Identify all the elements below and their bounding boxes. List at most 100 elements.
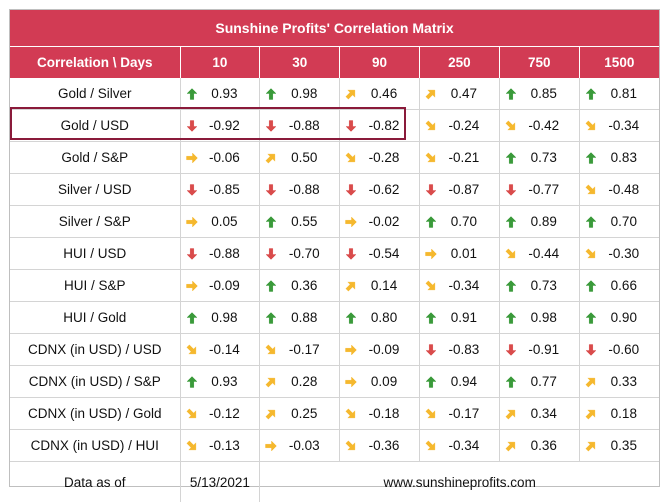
up-arrow-icon (585, 216, 597, 228)
correlation-cell: -0.36 (340, 430, 420, 462)
correlation-cell: 0.70 (419, 206, 499, 238)
correlation-value: -0.82 (357, 118, 419, 133)
correlation-value: 0.36 (277, 278, 339, 293)
row-label: CDNX (in USD) / Gold (10, 398, 180, 430)
correlation-cell: -0.13 (180, 430, 260, 462)
down-right-arrow-icon (585, 120, 597, 132)
correlation-cell: -0.48 (579, 174, 659, 206)
up-arrow-icon (425, 376, 437, 388)
down-right-arrow-icon (505, 120, 517, 132)
correlation-cell: 0.09 (340, 366, 420, 398)
correlation-value: -0.91 (517, 342, 579, 357)
correlation-cell: -0.30 (579, 238, 659, 270)
down-arrow-icon (265, 248, 277, 260)
right-arrow-icon (345, 376, 357, 388)
table-row: Gold / USD-0.92-0.88-0.82-0.24-0.42-0.34 (10, 110, 659, 142)
up-right-arrow-icon (265, 376, 277, 388)
correlation-value: -0.09 (357, 342, 419, 357)
header-days-250: 250 (419, 47, 499, 78)
correlation-value: -0.13 (198, 438, 260, 453)
correlation-cell: 0.05 (180, 206, 260, 238)
correlation-value: -0.85 (198, 182, 260, 197)
down-right-arrow-icon (345, 440, 357, 452)
up-arrow-icon (265, 88, 277, 100)
down-arrow-icon (585, 344, 597, 356)
correlation-cell: 0.36 (499, 430, 579, 462)
correlation-value: -0.77 (517, 182, 579, 197)
up-right-arrow-icon (345, 280, 357, 292)
correlation-value: 0.98 (277, 86, 339, 101)
correlation-value: -0.48 (597, 182, 659, 197)
correlation-value: 0.47 (437, 86, 499, 101)
correlation-cell: 0.89 (499, 206, 579, 238)
down-arrow-icon (265, 184, 277, 196)
correlation-cell: 0.33 (579, 366, 659, 398)
row-label: CDNX (in USD) / HUI (10, 430, 180, 462)
correlation-cell: -0.21 (419, 142, 499, 174)
correlation-cell: 0.73 (499, 270, 579, 302)
up-arrow-icon (186, 376, 198, 388)
row-label: CDNX (in USD) / USD (10, 334, 180, 366)
correlation-cell: 0.91 (419, 302, 499, 334)
up-right-arrow-icon (585, 376, 597, 388)
correlation-value: -0.70 (277, 246, 339, 261)
table-row: CDNX (in USD) / USD-0.14-0.17-0.09-0.83-… (10, 334, 659, 366)
correlation-cell: -0.42 (499, 110, 579, 142)
correlation-value: 0.91 (437, 310, 499, 325)
correlation-cell: -0.82 (340, 110, 420, 142)
down-right-arrow-icon (425, 440, 437, 452)
correlation-cell: -0.09 (340, 334, 420, 366)
correlation-cell: -0.88 (260, 110, 340, 142)
up-right-arrow-icon (265, 152, 277, 164)
correlation-value: 0.98 (517, 310, 579, 325)
correlation-cell: -0.54 (340, 238, 420, 270)
correlation-cell: 0.73 (499, 142, 579, 174)
correlation-value: -0.34 (597, 118, 659, 133)
correlation-value: 0.35 (597, 438, 659, 453)
up-arrow-icon (186, 312, 198, 324)
down-right-arrow-icon (505, 248, 517, 260)
header-row: Correlation \ Days 10 30 90 250 750 1500 (10, 47, 659, 78)
correlation-cell: 0.98 (499, 302, 579, 334)
correlation-value: -0.24 (437, 118, 499, 133)
down-arrow-icon (345, 120, 357, 132)
right-arrow-icon (425, 248, 437, 260)
correlation-value: -0.28 (357, 150, 419, 165)
correlation-table: Correlation \ Days 10 30 90 250 750 1500… (10, 47, 659, 502)
up-arrow-icon (585, 280, 597, 292)
row-label: CDNX (in USD) / S&P (10, 366, 180, 398)
correlation-value: -0.87 (437, 182, 499, 197)
down-arrow-icon (186, 184, 198, 196)
down-right-arrow-icon (585, 248, 597, 260)
correlation-cell: 0.50 (260, 142, 340, 174)
up-arrow-icon (585, 312, 597, 324)
correlation-value: -0.83 (437, 342, 499, 357)
correlation-value: -0.09 (198, 278, 260, 293)
correlation-cell: -0.92 (180, 110, 260, 142)
up-right-arrow-icon (265, 408, 277, 420)
row-label: HUI / USD (10, 238, 180, 270)
down-right-arrow-icon (186, 408, 198, 420)
correlation-cell: 0.55 (260, 206, 340, 238)
row-label: Silver / USD (10, 174, 180, 206)
correlation-cell: 0.66 (579, 270, 659, 302)
correlation-cell: 0.90 (579, 302, 659, 334)
correlation-value: 0.70 (597, 214, 659, 229)
correlation-value: -0.18 (357, 406, 419, 421)
correlation-value: -0.21 (437, 150, 499, 165)
correlation-value: 0.77 (517, 374, 579, 389)
header-days-90: 90 (340, 47, 420, 78)
correlation-cell: -0.03 (260, 430, 340, 462)
correlation-cell: -0.34 (579, 110, 659, 142)
correlation-value: -0.34 (437, 278, 499, 293)
header-days-1500: 1500 (579, 47, 659, 78)
up-arrow-icon (425, 216, 437, 228)
correlation-cell: 0.77 (499, 366, 579, 398)
up-arrow-icon (585, 88, 597, 100)
up-arrow-icon (186, 88, 198, 100)
right-arrow-icon (345, 344, 357, 356)
down-right-arrow-icon (186, 344, 198, 356)
correlation-value: 0.81 (597, 86, 659, 101)
correlation-cell: -0.88 (260, 174, 340, 206)
